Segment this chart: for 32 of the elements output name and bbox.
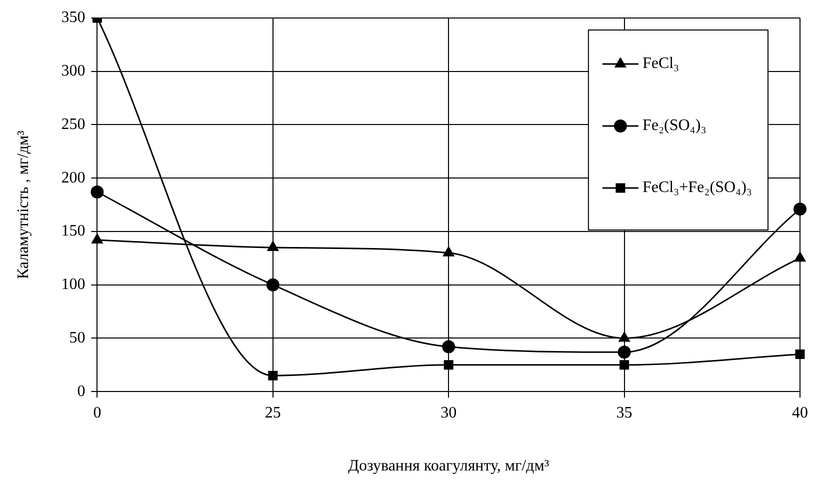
point xyxy=(618,346,631,359)
y-tick-label: 350 xyxy=(61,9,86,26)
x-axis-title: Дозування коагулянту, мг/дм³ xyxy=(348,458,550,475)
point xyxy=(794,202,806,216)
legend-label: Fe₂(SO₄)₃ xyxy=(642,117,706,134)
x-tick-label: 35 xyxy=(616,404,632,422)
y-tick-label: 200 xyxy=(61,169,86,186)
point xyxy=(266,278,280,292)
y-axis-title: Каламутність , мг/дм³ xyxy=(14,130,32,280)
y-tick-label: 250 xyxy=(61,116,86,133)
x-tick-label: 0 xyxy=(93,404,102,422)
x-tick-label: 40 xyxy=(792,404,808,422)
point xyxy=(92,234,103,244)
legend-label: FeCl₃+Fe₂(SO₄)₃ xyxy=(642,179,752,196)
x-tick-label: 25 xyxy=(264,404,281,422)
point xyxy=(444,360,454,370)
point xyxy=(618,332,630,342)
point xyxy=(620,360,630,370)
point xyxy=(442,340,456,354)
legend-label: FeCl₃ xyxy=(642,55,680,72)
point xyxy=(267,240,279,251)
y-tick-label: 300 xyxy=(61,62,86,80)
y-tick-label: 0 xyxy=(77,382,86,400)
point xyxy=(794,252,806,262)
y-tick-label: 150 xyxy=(61,222,86,240)
point xyxy=(442,246,454,256)
x-tick-label: 30 xyxy=(440,404,457,422)
y-tick-label: 100 xyxy=(61,276,86,294)
point xyxy=(90,185,104,198)
point xyxy=(795,350,805,359)
point xyxy=(268,370,278,380)
y-tick-label: 50 xyxy=(69,329,86,346)
